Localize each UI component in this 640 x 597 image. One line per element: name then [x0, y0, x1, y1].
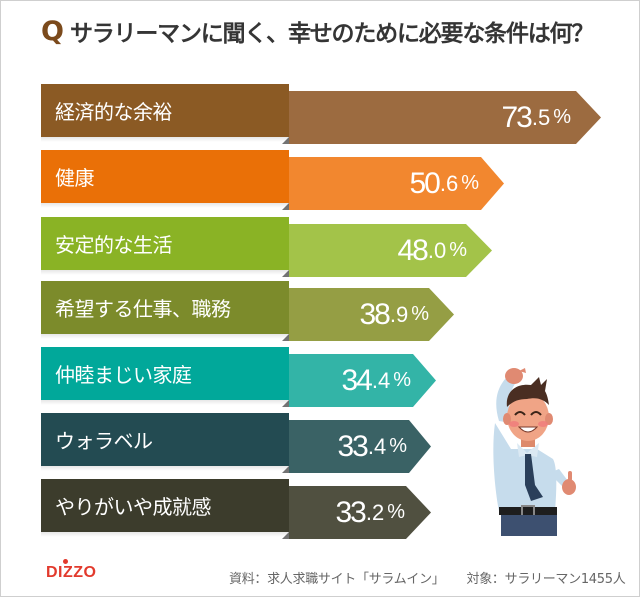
- bar-row: 仲睦まじい家庭 34.4%: [1, 347, 640, 409]
- value-int: 73: [501, 100, 532, 134]
- source-text: 資料：求人求職サイト「サラムイン」: [229, 572, 445, 587]
- q-mark: Q: [41, 15, 64, 47]
- bar-arrow: [289, 224, 493, 277]
- bar-label-box: ウォラベル: [41, 413, 289, 466]
- bar-shadow: [41, 334, 289, 339]
- value-dec: .9: [389, 301, 409, 327]
- bar-shadow: [41, 203, 289, 208]
- bar-label-box: 安定的な生活: [41, 217, 289, 270]
- bar-value: 34.4%: [289, 354, 411, 407]
- value-pct: %: [449, 239, 467, 261]
- value-int: 50: [409, 166, 440, 200]
- value-int: 33: [335, 495, 366, 529]
- value-pct: %: [461, 172, 479, 194]
- value-pct: %: [553, 106, 571, 128]
- value-int: 34: [341, 363, 372, 397]
- bar-label: 安定的な生活: [55, 233, 173, 257]
- bar-fold: [282, 532, 289, 539]
- target-text: 対象：サラリーマン1455人: [466, 572, 626, 587]
- bar-label: やりがいや成就感: [55, 495, 212, 519]
- bar-shadow: [41, 532, 289, 537]
- bar-row: 希望する仕事、職務 38.9%: [1, 281, 640, 343]
- cheering-businessman-illustration: [481, 361, 591, 536]
- bar-label: 経済的な余裕: [55, 100, 173, 124]
- value-int: 38: [359, 297, 390, 331]
- title-text: サラリーマンに聞く、幸せのために必要な条件は何？: [69, 21, 594, 47]
- bar-value: 38.9%: [289, 288, 429, 341]
- value-int: 33: [337, 429, 368, 463]
- value-dec: .0: [427, 237, 447, 263]
- value-dec: .4: [371, 367, 391, 393]
- value-pct: %: [393, 369, 411, 391]
- bar-arrow: [289, 486, 432, 539]
- bar-row: 健康 50.6%: [1, 150, 640, 212]
- bar-value: 50.6%: [289, 157, 479, 210]
- bar-arrow: [289, 288, 455, 341]
- value-int: 48: [397, 233, 428, 267]
- bar-label: ウォラベル: [55, 429, 153, 453]
- bar-fold: [282, 203, 289, 210]
- value-dec: .2: [365, 499, 385, 525]
- bar-label: 仲睦まじい家庭: [55, 363, 192, 387]
- bar-fold: [282, 400, 289, 407]
- bar-label-box: 経済的な余裕: [41, 84, 289, 137]
- bar-label-box: 仲睦まじい家庭: [41, 347, 289, 400]
- logo-dot-icon: [63, 559, 68, 564]
- bar-value: 33.4%: [289, 420, 407, 473]
- value-dec: .6: [439, 170, 459, 196]
- bar-fold: [282, 466, 289, 473]
- bar-label-box: やりがいや成就感: [41, 479, 289, 532]
- bar-row: やりがいや成就感 33.2%: [1, 479, 640, 541]
- bar-fold: [282, 270, 289, 277]
- bar-fold: [282, 137, 289, 144]
- bar-shadow: [41, 400, 289, 405]
- bar-label-box: 健康: [41, 150, 289, 203]
- bar-shadow: [41, 270, 289, 275]
- bar-row: 経済的な余裕 73.5%: [1, 84, 640, 146]
- bar-shadow: [41, 137, 289, 142]
- bar-arrow: [289, 420, 432, 473]
- value-dec: .5: [531, 104, 551, 130]
- dizzo-logo: DIZZO: [46, 559, 97, 582]
- bar-value: 48.0%: [289, 224, 467, 277]
- bar-label-box: 希望する仕事、職務: [41, 281, 289, 334]
- value-pct: %: [389, 435, 407, 457]
- bar-shadow: [41, 466, 289, 471]
- bar-value: 33.2%: [289, 486, 405, 539]
- bar-arrow: [289, 91, 602, 144]
- bar-row: ウォラベル 33.4%: [1, 413, 640, 475]
- value-dec: .4: [367, 433, 387, 459]
- value-pct: %: [411, 303, 429, 325]
- source-note: 資料：求人求職サイト「サラムイン」 対象：サラリーマン1455人: [229, 568, 626, 587]
- bar-label: 希望する仕事、職務: [55, 297, 231, 321]
- bar-fold: [282, 334, 289, 341]
- bar-arrow: [289, 354, 437, 407]
- bar-arrow: [289, 157, 505, 210]
- bar-row: 安定的な生活 48.0%: [1, 217, 640, 279]
- bar-value: 73.5%: [289, 91, 571, 144]
- logo-text: DIZZO: [46, 564, 97, 581]
- value-pct: %: [387, 501, 405, 523]
- chart-title: Q サラリーマンに聞く、幸せのために必要な条件は何？: [41, 13, 594, 49]
- bar-label: 健康: [55, 166, 95, 190]
